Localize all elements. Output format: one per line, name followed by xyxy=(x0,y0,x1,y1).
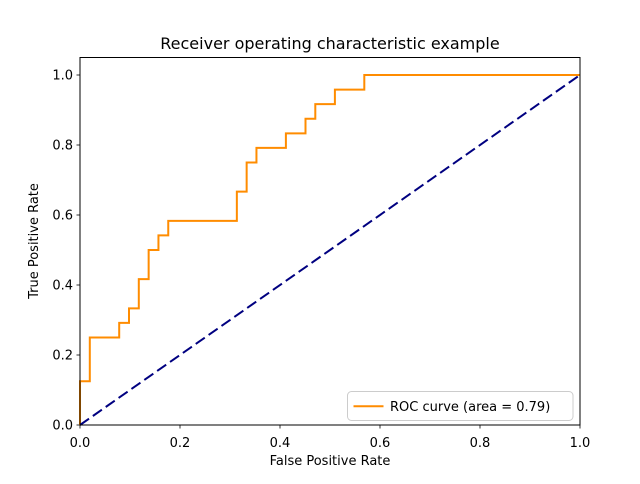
y-axis-label: True Positive Rate xyxy=(27,183,42,300)
roc-curve-line xyxy=(79,74,580,425)
plot-area xyxy=(80,57,580,425)
x-axis-label: False Positive Rate xyxy=(270,454,391,469)
legend: ROC curve (area = 0.79) xyxy=(347,391,574,421)
x-tick-label: 1.0 xyxy=(570,436,591,451)
y-tick-label: 0.8 xyxy=(52,139,73,154)
y-tick-label: 0.4 xyxy=(52,279,73,294)
y-tick-label: 0.6 xyxy=(52,209,73,224)
x-tick-label: 0.2 xyxy=(170,436,191,451)
legend-box xyxy=(347,391,574,421)
axes-spines xyxy=(79,57,581,426)
y-tick-label: 1.0 xyxy=(52,69,73,84)
x-tick-label: 0.4 xyxy=(270,436,291,451)
chance-diagonal-line xyxy=(79,74,581,426)
x-tick-label: 0.8 xyxy=(470,436,491,451)
x-tick-label: 0.0 xyxy=(70,436,91,451)
x-tick-label: 0.6 xyxy=(370,436,391,451)
chart-title: Receiver operating characteristic exampl… xyxy=(160,34,499,53)
y-tick-label: 0.0 xyxy=(52,419,73,434)
legend-label: ROC curve (area = 0.79) xyxy=(390,400,550,415)
series-lines xyxy=(79,74,581,426)
axis-ticks: 0.0 0.2 0.4 0.6 0.8 1.0 0.0 0.2 0.4 0.6 0.8 1.0 xyxy=(52,69,590,452)
y-tick-label: 0.2 xyxy=(52,349,73,364)
